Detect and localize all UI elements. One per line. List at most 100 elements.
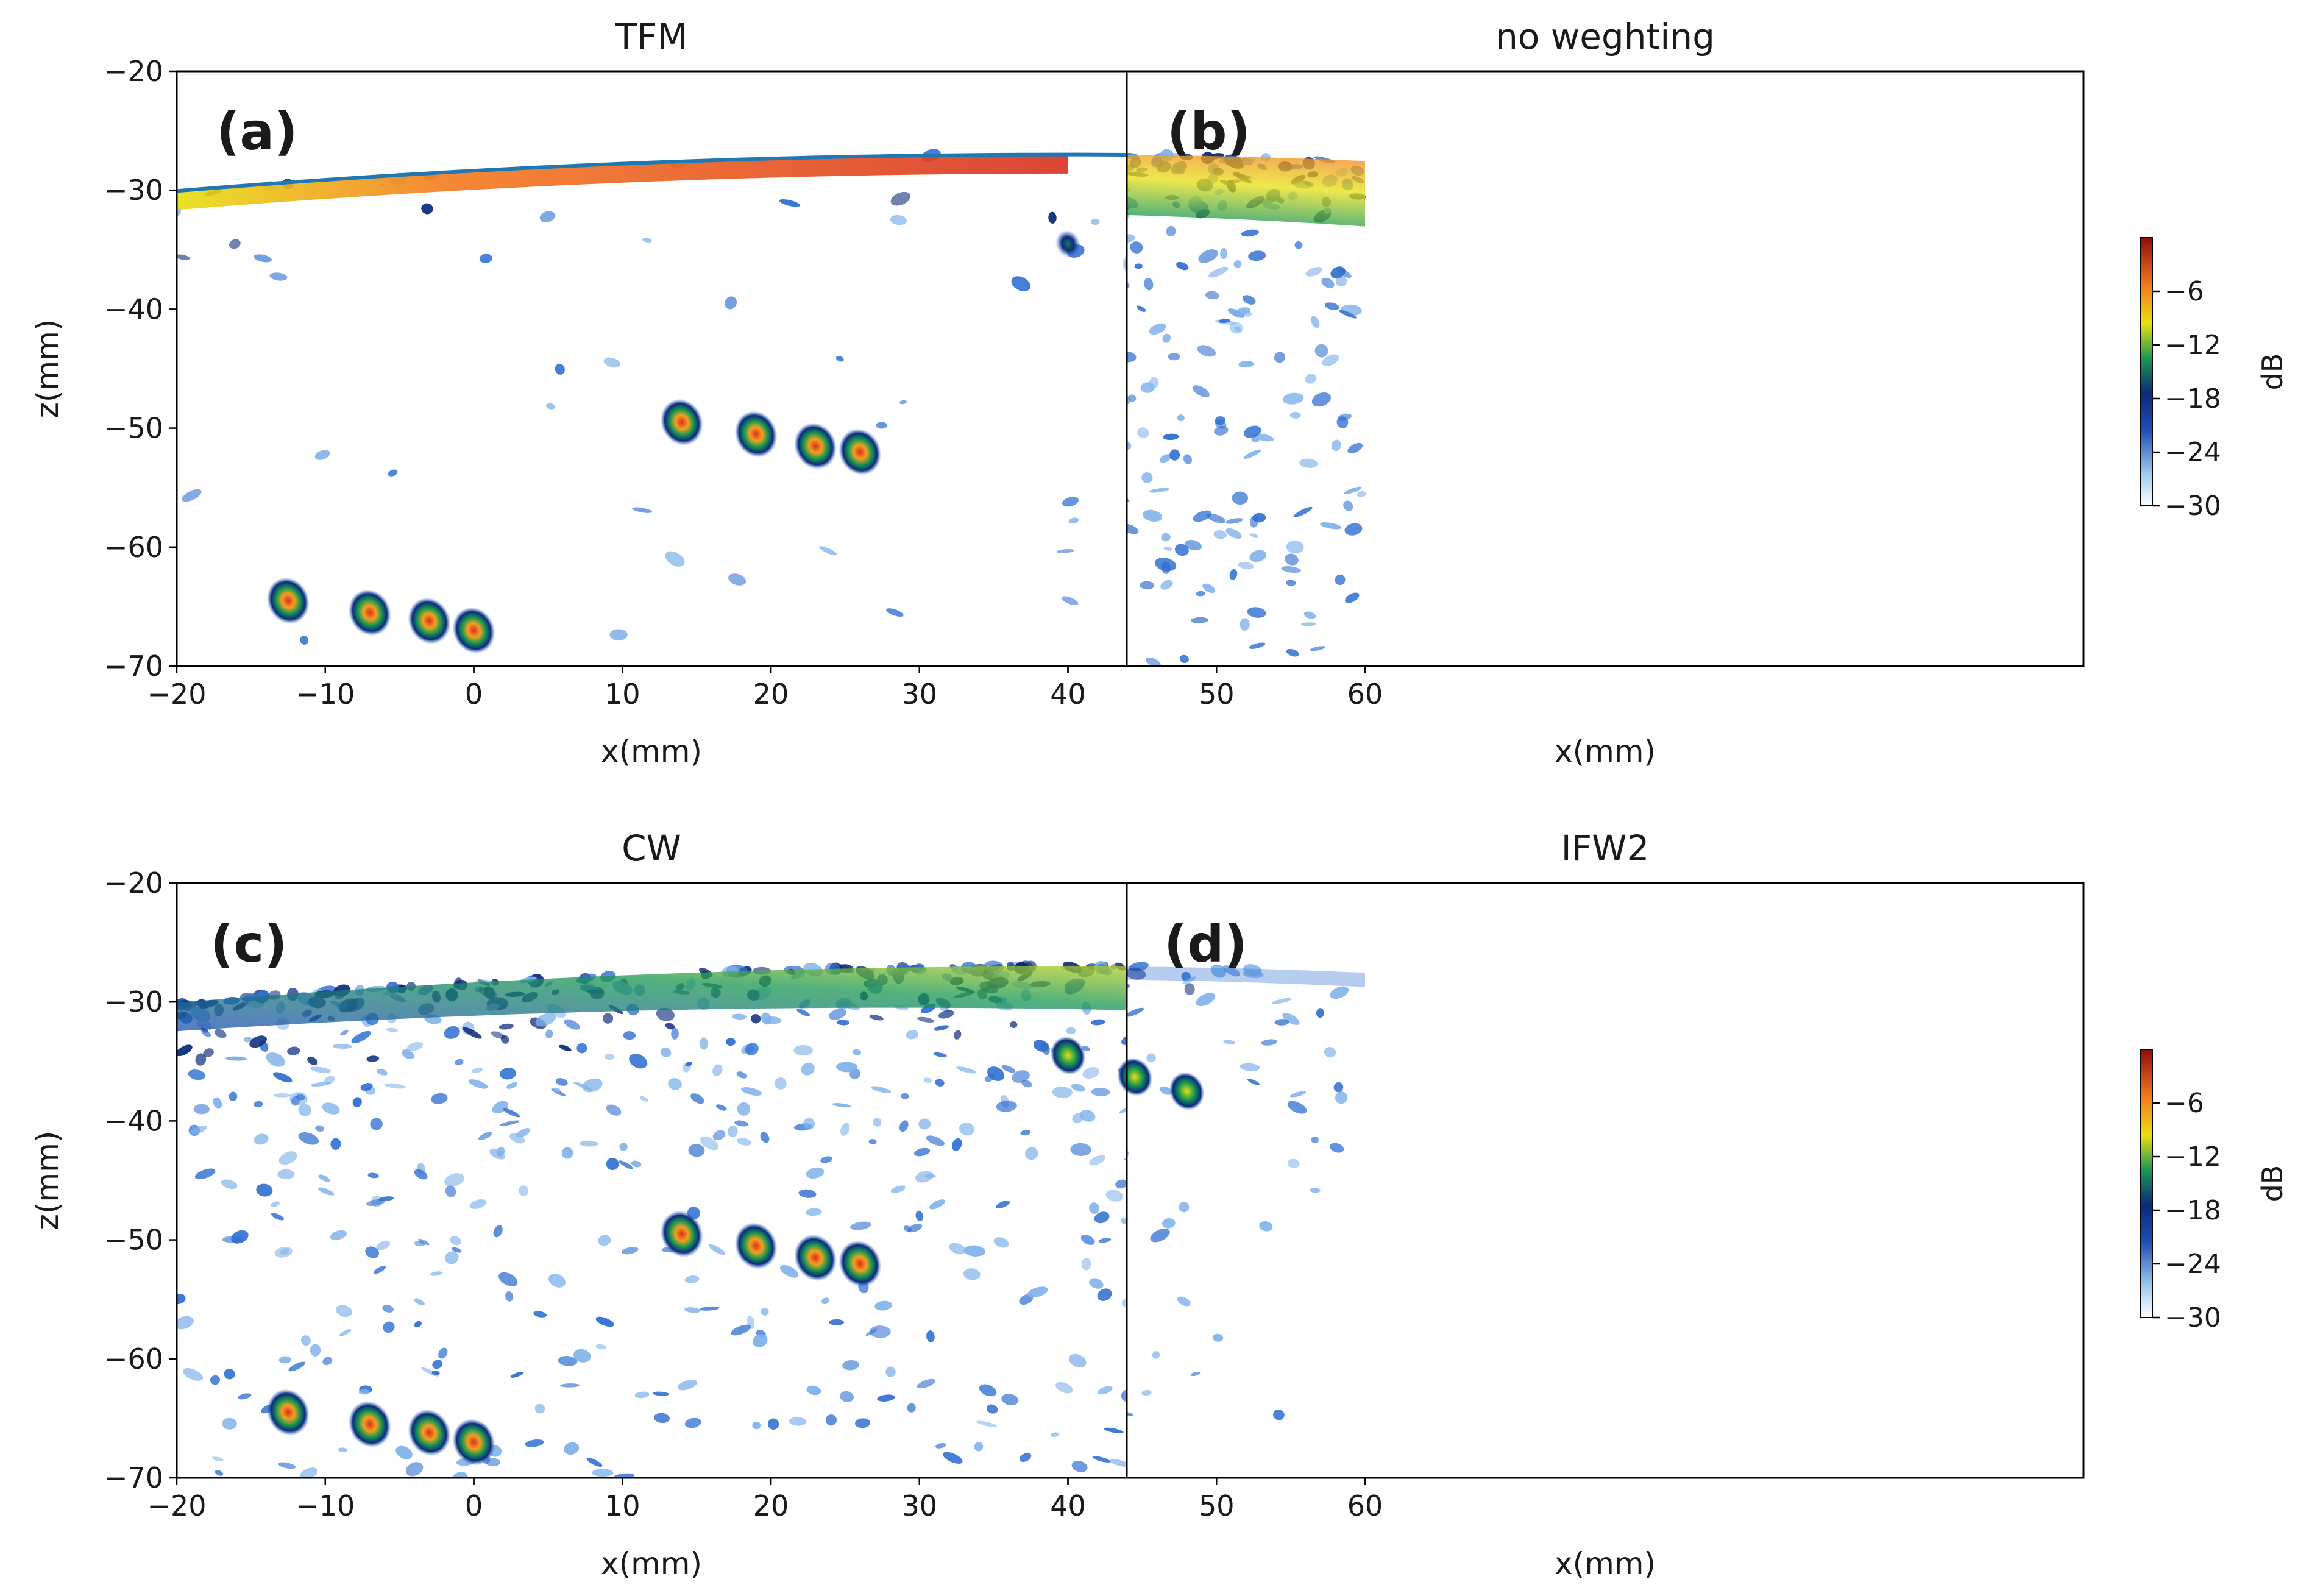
speckle bbox=[790, 468, 799, 475]
speckle bbox=[1160, 454, 1172, 463]
speckle bbox=[319, 426, 336, 439]
speckle bbox=[193, 1104, 210, 1115]
speckle bbox=[706, 1157, 728, 1166]
speckle bbox=[186, 298, 207, 303]
speckle bbox=[1098, 1238, 1112, 1243]
speckle bbox=[1002, 650, 1017, 664]
speckle bbox=[1287, 1101, 1307, 1114]
speckle bbox=[630, 322, 647, 333]
speckle bbox=[890, 191, 911, 206]
speckle bbox=[817, 304, 830, 311]
speckle bbox=[630, 472, 643, 485]
speckle bbox=[1244, 1421, 1262, 1434]
speckle bbox=[832, 1103, 851, 1108]
speckle bbox=[793, 1347, 813, 1357]
speckle bbox=[967, 490, 988, 500]
speckle bbox=[882, 241, 898, 252]
x-tick-label: 20 bbox=[753, 1489, 789, 1522]
speckle bbox=[883, 550, 901, 562]
speckle bbox=[1092, 1456, 1111, 1463]
speckle bbox=[529, 421, 547, 435]
speckle bbox=[781, 290, 804, 299]
speckle bbox=[419, 509, 432, 519]
speckle bbox=[1176, 261, 1189, 271]
speckle bbox=[614, 1392, 636, 1410]
speckle bbox=[1277, 1364, 1286, 1376]
speckle bbox=[506, 1082, 518, 1089]
speckle bbox=[963, 1268, 981, 1280]
speckle bbox=[806, 1167, 825, 1179]
speckle bbox=[1220, 247, 1228, 260]
speckle bbox=[1108, 297, 1119, 308]
speckle bbox=[1271, 998, 1292, 1004]
speckle bbox=[949, 1243, 966, 1255]
speckle bbox=[753, 1334, 768, 1347]
speckle bbox=[736, 1071, 747, 1079]
speckle bbox=[1249, 642, 1266, 649]
speckle bbox=[1185, 1113, 1197, 1128]
speckle bbox=[829, 208, 851, 218]
speckle bbox=[878, 280, 892, 291]
speckle bbox=[444, 1173, 465, 1187]
speckle bbox=[1048, 211, 1057, 224]
speckle bbox=[819, 546, 837, 556]
speckle bbox=[704, 343, 725, 360]
speckle bbox=[464, 205, 483, 221]
speckle bbox=[857, 1459, 878, 1471]
speckle bbox=[1339, 1039, 1359, 1051]
speckle bbox=[177, 1044, 193, 1057]
speckle bbox=[1301, 622, 1316, 626]
speckle bbox=[1259, 1221, 1273, 1232]
speckle bbox=[434, 485, 455, 500]
speckle bbox=[558, 1356, 578, 1366]
speckle bbox=[818, 248, 839, 261]
speckle bbox=[856, 387, 874, 401]
speckle bbox=[703, 219, 727, 238]
speckle bbox=[1091, 241, 1116, 260]
speckle bbox=[592, 294, 614, 305]
speckle bbox=[758, 235, 776, 246]
speckle bbox=[559, 1044, 572, 1051]
speckle bbox=[721, 595, 739, 607]
speckle bbox=[915, 1171, 934, 1183]
speckle bbox=[1243, 449, 1261, 459]
speckle bbox=[798, 1189, 817, 1198]
speckle bbox=[257, 249, 271, 255]
speckle bbox=[642, 238, 652, 243]
speckle bbox=[1201, 1066, 1222, 1081]
speckle bbox=[1303, 611, 1316, 619]
speckle bbox=[1289, 411, 1301, 419]
speckle bbox=[1294, 241, 1303, 249]
speckle bbox=[1229, 569, 1238, 580]
speckle bbox=[926, 198, 945, 211]
speckle bbox=[765, 258, 784, 271]
speckle bbox=[299, 365, 311, 373]
speckle bbox=[331, 438, 347, 450]
speckle bbox=[489, 233, 504, 243]
speckle bbox=[725, 296, 737, 310]
speckle bbox=[1053, 506, 1063, 514]
speckle bbox=[1160, 580, 1173, 590]
speckle bbox=[511, 211, 528, 224]
speckle bbox=[745, 1151, 764, 1163]
colorbar-tick-label: −18 bbox=[2165, 1195, 2221, 1226]
speckle bbox=[980, 265, 988, 276]
speckle bbox=[562, 417, 576, 430]
speckle bbox=[942, 1452, 963, 1464]
speckle bbox=[603, 305, 623, 319]
speckle bbox=[1171, 1025, 1184, 1033]
speckle bbox=[214, 1029, 227, 1038]
speckle bbox=[582, 651, 591, 659]
speckle bbox=[308, 321, 321, 326]
speckle bbox=[511, 492, 533, 508]
speckle bbox=[1105, 1190, 1124, 1202]
speckle bbox=[395, 1445, 413, 1459]
speckle bbox=[318, 1187, 335, 1196]
speckle bbox=[933, 1052, 947, 1057]
speckle bbox=[1238, 1467, 1249, 1482]
speckle bbox=[850, 1221, 871, 1230]
speckle bbox=[901, 1093, 909, 1099]
colorbar-tick-label: −12 bbox=[2165, 330, 2221, 361]
speckle bbox=[406, 1041, 424, 1051]
speckle bbox=[182, 210, 193, 221]
